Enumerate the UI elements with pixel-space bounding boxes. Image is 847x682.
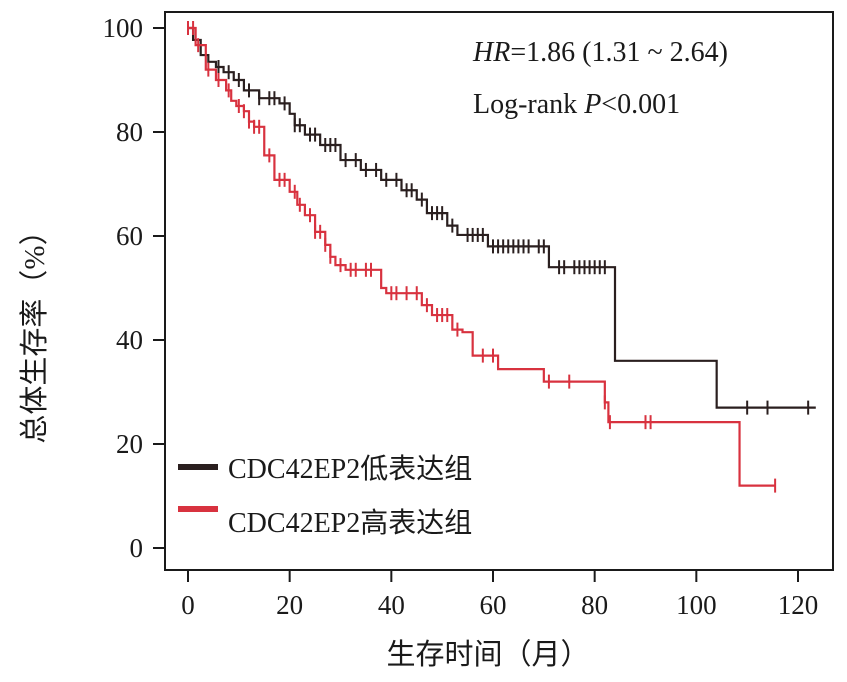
legend-swatch-low bbox=[178, 464, 218, 470]
plot-frame bbox=[164, 11, 834, 571]
x-tick-label: 0 bbox=[181, 590, 195, 620]
legend-swatch-high bbox=[178, 506, 218, 512]
x-tick-label: 40 bbox=[378, 590, 405, 620]
series-low-expression bbox=[188, 26, 816, 415]
y-tick-label: 60 bbox=[116, 221, 143, 251]
x-tick-label: 120 bbox=[778, 590, 819, 620]
annotation: HR=1.86 (1.31 ~ 2.64) Log-rank P<0.001 bbox=[472, 37, 728, 120]
p-value: <0.001 bbox=[601, 89, 680, 120]
x-tick-label: 100 bbox=[676, 590, 717, 620]
x-axis-title: 生存时间（月） bbox=[386, 638, 589, 671]
p-label: P bbox=[583, 89, 601, 120]
logrank-label: Log-rank bbox=[473, 89, 584, 120]
y-tick-label: 0 bbox=[130, 533, 144, 563]
x-tick-label: 80 bbox=[581, 590, 608, 620]
y-tick-label: 100 bbox=[103, 13, 144, 43]
y-axis-title: 总体生存率（%） bbox=[18, 216, 51, 443]
legend-label-low: CDC42EP2低表达组 bbox=[228, 453, 472, 485]
legend-label-high: CDC42EP2高表达组 bbox=[228, 507, 472, 539]
x-tick-label: 60 bbox=[480, 590, 507, 620]
hazard-ratio-text: HR=1.86 (1.31 ~ 2.64) bbox=[472, 37, 728, 68]
y-tick-label: 80 bbox=[116, 117, 143, 147]
x-tick-label: 20 bbox=[276, 590, 303, 620]
logrank-text: Log-rank P<0.001 bbox=[473, 89, 680, 120]
series-high-expression bbox=[187, 21, 777, 493]
y-tick-label: 20 bbox=[116, 429, 143, 459]
survival-curve bbox=[188, 26, 816, 409]
hr-label: HR bbox=[472, 37, 510, 68]
legend: CDC42EP2低表达组 CDC42EP2高表达组 bbox=[178, 453, 472, 539]
hr-value: =1.86 (1.31 ~ 2.64) bbox=[510, 37, 728, 68]
y-tick-label: 40 bbox=[116, 325, 143, 355]
